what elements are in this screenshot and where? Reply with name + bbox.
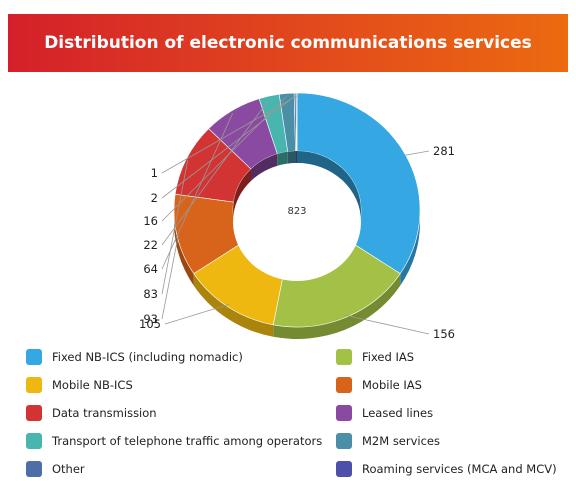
legend-label: Roaming services (MCA and MCV) <box>362 462 557 476</box>
legend-item[interactable]: Mobile NB-ICS <box>26 376 336 394</box>
legend-swatch <box>26 461 42 477</box>
data-label: 105 <box>139 317 161 331</box>
chart-title: Distribution of electronic communication… <box>44 33 532 53</box>
leader-line <box>161 234 179 320</box>
data-label: 93 <box>143 312 158 326</box>
legend-swatch <box>336 377 352 393</box>
legend-swatch <box>336 349 352 365</box>
legend-item[interactable]: Fixed IAS <box>336 348 566 366</box>
leader-line <box>164 303 229 325</box>
data-label: 156 <box>433 327 455 341</box>
slice-inner-wall <box>233 168 252 215</box>
slice-inner-wall <box>233 202 234 222</box>
legend-label: Fixed IAS <box>362 350 415 364</box>
leader-line <box>161 95 297 174</box>
legend-label: Leased lines <box>362 406 434 420</box>
slice-inner-wall <box>297 151 361 222</box>
legend-swatch <box>26 433 42 449</box>
center-total-label: 823 <box>287 206 306 217</box>
legend-label: Fixed NB-ICS (including nomadic) <box>52 350 243 364</box>
legend-swatch <box>26 349 42 365</box>
slice-wall <box>273 273 401 339</box>
slice-wall <box>193 273 274 337</box>
title-banner: Distribution of electronic communication… <box>8 14 568 72</box>
donut-slice[interactable] <box>295 92 298 152</box>
legend-label: Mobile NB-ICS <box>52 378 133 392</box>
legend-swatch <box>336 433 352 449</box>
data-label: 16 <box>143 214 158 228</box>
slice-wall <box>174 210 194 286</box>
legend-item[interactable]: Fixed NB-ICS (including nomadic) <box>26 348 336 366</box>
slice-wall <box>400 210 420 286</box>
slice-inner-wall <box>295 151 297 164</box>
leader-line <box>161 98 270 246</box>
chart-legend: Fixed NB-ICS (including nomadic) Fixed IA… <box>26 348 566 478</box>
legend-swatch <box>336 461 352 477</box>
slice-inner-wall <box>287 151 296 164</box>
leader-line <box>161 96 288 222</box>
legend-item[interactable]: Other <box>26 460 336 478</box>
data-label: 83 <box>143 287 158 301</box>
data-label: 22 <box>143 238 158 252</box>
legend-item[interactable]: M2M services <box>336 432 566 450</box>
slice-inner-wall <box>251 153 278 181</box>
slice-inner-wall <box>277 151 288 166</box>
legend-swatch <box>26 405 42 421</box>
legend-label: Mobile IAS <box>362 378 422 392</box>
legend-label: Other <box>52 462 85 476</box>
legend-swatch <box>336 405 352 421</box>
leader-line <box>344 314 430 335</box>
data-label: 2 <box>151 191 158 205</box>
legend-item[interactable]: Data transmission <box>26 404 336 422</box>
leader-line <box>403 150 430 156</box>
legend-label: Data transmission <box>52 406 157 420</box>
legend-label: M2M services <box>362 434 441 448</box>
data-label: 281 <box>433 144 455 158</box>
legend-label: Transport of telephone traffic among ope… <box>52 434 323 448</box>
legend-item[interactable]: Roaming services (MCA and MCV) <box>336 460 566 478</box>
legend-item[interactable]: Leased lines <box>336 404 566 422</box>
leader-line <box>161 95 296 199</box>
donut-hole <box>233 163 361 281</box>
data-label: 64 <box>143 262 158 276</box>
legend-item[interactable]: Transport of telephone traffic among ope… <box>26 432 336 450</box>
legend-item[interactable]: Mobile IAS <box>336 376 566 394</box>
legend-swatch <box>26 377 42 393</box>
data-label: 1 <box>151 166 158 180</box>
